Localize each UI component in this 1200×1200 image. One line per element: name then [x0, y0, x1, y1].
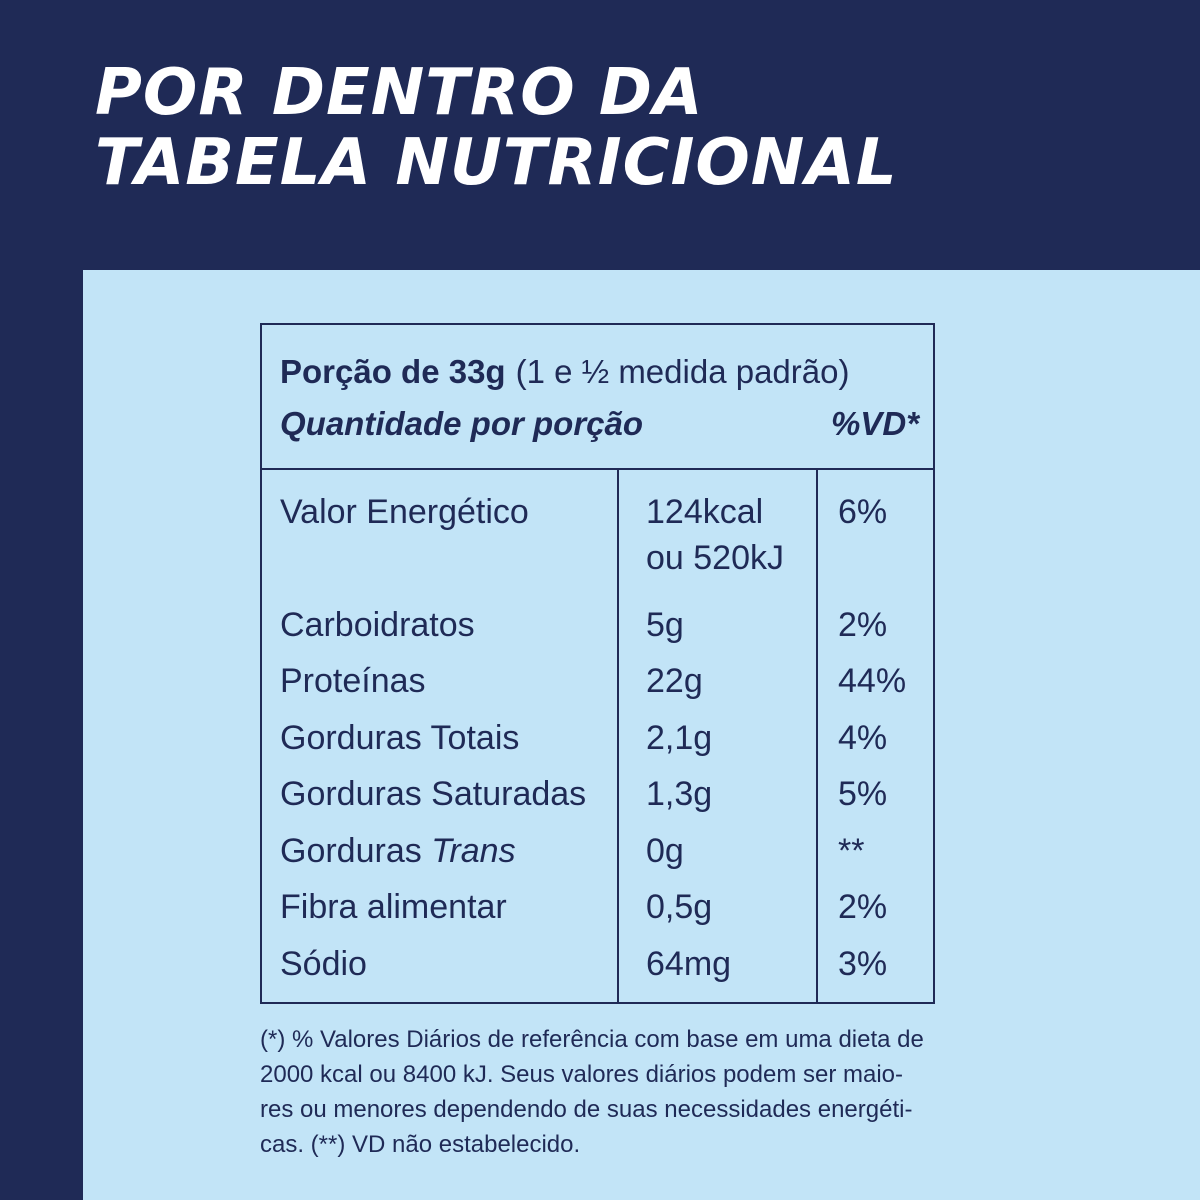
nutrient-name: Gorduras Saturadas — [280, 775, 587, 813]
footnote-line-2: 2000 kcal ou 8400 kJ. Seus valores diári… — [260, 1061, 904, 1088]
nutrient-amount: 0g — [646, 832, 684, 870]
nutrient-name: Gorduras Trans — [280, 828, 516, 874]
footnote-line-1: (*) % Valores Diários de referência com … — [260, 1026, 924, 1053]
nutrient-name: Gorduras Totais — [280, 719, 520, 757]
nutrient-amount: 0,5g — [646, 888, 713, 926]
nutrient-name: Valor Energético — [280, 493, 529, 531]
vd-label: %VD* — [830, 405, 919, 442]
table-header: Porção de 33g (1 e ½ medida padrão) Quant… — [262, 325, 933, 470]
nutrient-vd: 2% — [838, 606, 888, 644]
nutrient-name: Sódio — [280, 945, 367, 983]
nutrient-vd: 2% — [838, 888, 888, 926]
portion-size-detail: (1 e ½ medida padrão) — [515, 353, 850, 390]
nutrient-vd: 6% — [838, 493, 888, 531]
nutrient-vd: 3% — [838, 945, 888, 983]
footnote: (*) % Valores Diários de referência com … — [260, 1022, 960, 1162]
nutrient-amount: 5g — [646, 606, 684, 644]
column-divider-2 — [816, 470, 818, 1002]
column-divider-1 — [617, 470, 619, 1002]
nutrient-vd: 5% — [838, 775, 888, 813]
nutrient-name-italic: Trans — [431, 832, 516, 870]
nutrition-table: Porção de 33g (1 e ½ medida padrão) Quant… — [260, 323, 935, 1004]
nutrient-amount: 2,1g — [646, 719, 713, 757]
portion-size: Porção de 33g (1 e ½ medida padrão) — [280, 353, 849, 391]
nutrient-vd: 44% — [838, 662, 907, 700]
portion-size-bold: Porção de 33g — [280, 353, 506, 390]
footnote-line-4: cas. (**) VD não estabelecido. — [260, 1131, 581, 1158]
quantity-label: Quantidade por porção — [280, 405, 644, 442]
nutrient-name: Fibra alimentar — [280, 888, 507, 926]
content-panel: Porção de 33g (1 e ½ medida padrão) Quant… — [83, 270, 1200, 1200]
nutrient-name: Carboidratos — [280, 606, 475, 644]
nutrient-amount: 124kcal ou 520kJ — [646, 489, 784, 581]
nutrient-vd: 4% — [838, 719, 888, 757]
headline-line-2: TABELA NUTRICIONAL — [95, 126, 898, 200]
nutrient-amount-kcal: 124kcal — [646, 493, 764, 531]
nutrient-name: Proteínas — [280, 662, 426, 700]
headline: POR DENTRO DA TABELA NUTRICIONAL — [95, 58, 898, 198]
nutrient-name-prefix: Gorduras — [280, 832, 422, 870]
nutrient-amount: 64mg — [646, 945, 732, 983]
headline-line-1: POR DENTRO DA — [95, 56, 704, 130]
nutrient-amount: 1,3g — [646, 775, 713, 813]
nutrient-vd: ** — [838, 832, 865, 870]
nutrient-amount-kj: ou 520kJ — [646, 539, 784, 577]
footnote-line-3: res ou menores dependendo de suas necess… — [260, 1096, 913, 1123]
nutrient-amount: 22g — [646, 662, 703, 700]
